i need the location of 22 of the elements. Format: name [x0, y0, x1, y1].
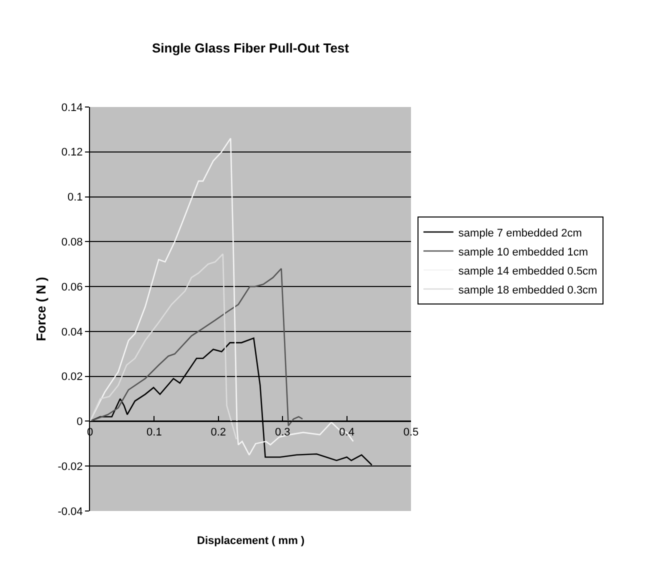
legend-label: sample 10 embedded 1cm	[458, 246, 588, 258]
y-tick-label: -0.04	[58, 506, 83, 518]
legend-label: sample 7 embedded 2cm	[458, 227, 582, 240]
x-tick-label: 0.1	[146, 426, 162, 438]
y-axis-title: Force ( N )	[34, 276, 49, 342]
y-tick-label: 0.12	[61, 146, 83, 159]
x-tick-label: 0.5	[403, 426, 419, 438]
x-tick-label: 0.2	[210, 426, 226, 438]
x-tick-label: 0.4	[339, 426, 354, 438]
y-tick-label: -0.02	[58, 460, 83, 473]
y-tick-label: 0	[76, 416, 83, 428]
y-tick-label: 0.06	[61, 281, 83, 294]
x-axis-title: Displacement ( mm )	[197, 535, 305, 547]
y-tick-label: 0.04	[61, 326, 83, 338]
y-tick-label: 0.08	[61, 236, 83, 249]
y-tick-label: 0.14	[61, 102, 83, 114]
legend-label: sample 14 embedded 0.5cm	[458, 265, 598, 278]
y-tick-label: 0.1	[68, 192, 83, 204]
chart-title: Single Glass Fiber Pull-Out Test	[152, 40, 350, 56]
y-tick-label: 0.02	[61, 371, 83, 384]
x-tick-label: 0.3	[274, 426, 290, 438]
legend-label: sample 18 embedded 0.3cm	[458, 284, 598, 296]
